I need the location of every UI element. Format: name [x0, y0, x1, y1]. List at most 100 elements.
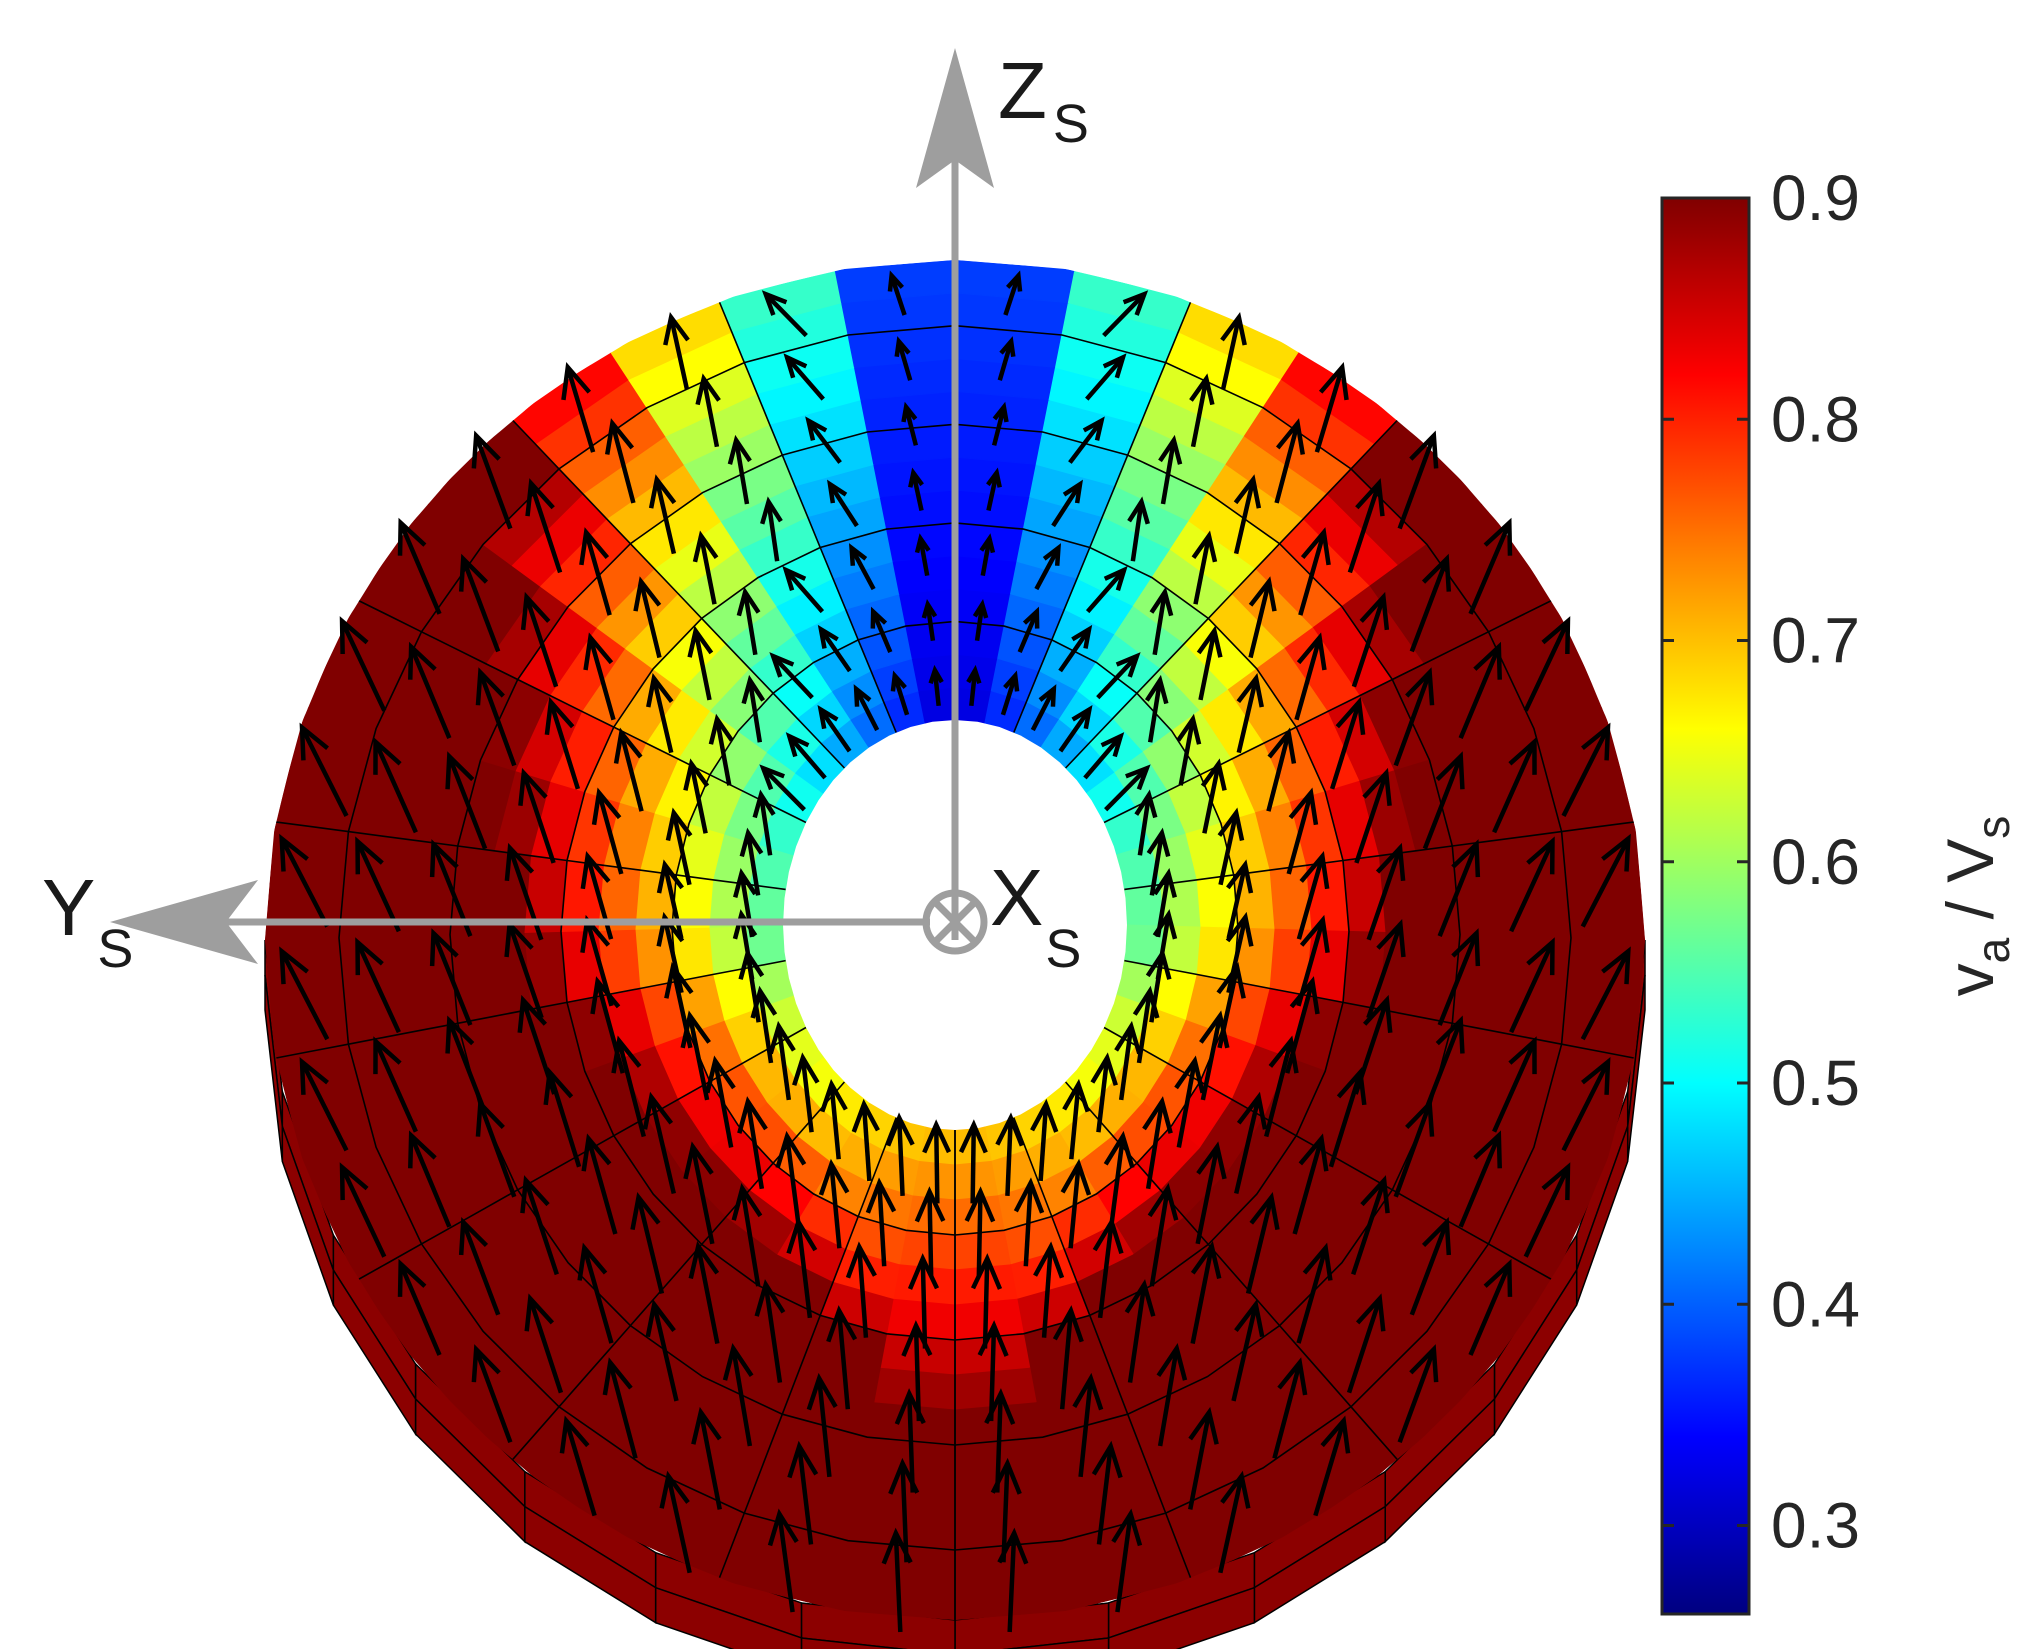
velocity-arrow — [890, 670, 910, 716]
velocity-arrow — [1149, 586, 1174, 656]
velocity-arrow — [921, 599, 938, 642]
velocity-arrow — [1298, 527, 1331, 616]
velocity-arrow — [1156, 1342, 1188, 1447]
velocity-arrow — [279, 833, 330, 928]
velocity-arrow — [1366, 842, 1406, 941]
velocity-arrow — [1346, 1293, 1386, 1394]
velocity-arrow — [524, 1293, 564, 1394]
z-axis-arrowhead — [916, 48, 994, 188]
rim-segment — [800, 1637, 908, 1649]
grid-line — [1065, 418, 1400, 769]
velocity-arrow — [817, 705, 852, 753]
rim-segment — [1002, 1637, 1110, 1649]
velocity-arrow — [731, 1182, 763, 1287]
velocity-arrow — [1190, 1241, 1222, 1344]
velocity-arrow — [908, 467, 924, 512]
velocity-arrow — [1114, 1020, 1142, 1101]
velocity-arrow — [471, 430, 513, 530]
velocity-arrow — [1509, 836, 1555, 933]
colorbar-tick-label: 0.5 — [1771, 1047, 1860, 1119]
velocity-arrow — [408, 641, 452, 739]
velocity-arrow — [429, 928, 473, 1026]
velocity-arrow — [664, 962, 694, 1049]
grid-line — [510, 418, 845, 769]
velocity-arrow — [848, 543, 876, 591]
velocity-arrow — [1272, 1357, 1308, 1459]
y-axis-arrowhead — [110, 880, 258, 964]
velocity-arrow — [1292, 1133, 1329, 1235]
velocity-arrow — [517, 994, 557, 1095]
velocity-arrow — [1245, 1191, 1280, 1295]
velocity-arrow — [1158, 434, 1183, 505]
colorbar-fill — [1662, 198, 1749, 1614]
velocity-arrow — [1351, 1175, 1390, 1276]
velocity-arrow — [445, 1015, 488, 1114]
velocity-arrow — [683, 1141, 715, 1245]
velocity-arrow — [818, 1158, 850, 1249]
velocity-arrow — [958, 1119, 988, 1204]
velocity-arrow — [1347, 478, 1385, 574]
velocity-arrow — [827, 479, 859, 528]
velocity-arrow — [579, 527, 612, 616]
velocity-arrow — [1188, 1406, 1219, 1510]
velocity-arrow — [1580, 946, 1631, 1041]
velocity-arrow — [1492, 736, 1537, 834]
velocity-arrow — [279, 946, 330, 1041]
velocity-arrow — [1090, 1052, 1118, 1133]
velocity-arrow — [914, 533, 931, 577]
velocity-arrow — [1092, 1216, 1124, 1319]
velocity-arrow — [914, 1186, 946, 1277]
velocity-arrow — [1220, 311, 1247, 390]
grid-line — [275, 821, 786, 891]
velocity-arrow — [977, 1320, 1009, 1422]
velocity-arrow — [997, 336, 1016, 381]
velocity-arrow — [397, 517, 442, 615]
velocity-arrow — [1580, 833, 1631, 928]
velocity-arrow — [646, 672, 674, 754]
velocity-arrow — [1397, 430, 1439, 530]
velocity-arrow — [1492, 1036, 1537, 1133]
velocity-arrow — [692, 530, 719, 605]
velocity-arrow — [1147, 1182, 1179, 1287]
velocity-arrow — [972, 599, 989, 642]
velocity-arrow — [727, 434, 752, 505]
velocity-arrow — [901, 401, 919, 446]
colorbar-tick-label: 0.7 — [1771, 605, 1860, 677]
grid-line — [1013, 300, 1192, 733]
velocity-arrow — [1437, 839, 1481, 937]
velocity-arrow — [928, 664, 944, 707]
velocity-arrow — [979, 533, 996, 577]
velocity-arrow — [1366, 919, 1406, 1019]
velocity-arrows — [279, 270, 1631, 1633]
velocity-arrow — [544, 696, 581, 790]
colorbar-tick-label: 0.9 — [1771, 162, 1860, 234]
velocity-arrow — [1313, 1415, 1351, 1517]
velocity-arrow — [1226, 859, 1254, 939]
velocity-arrow — [602, 1357, 638, 1459]
field-cell — [954, 1160, 999, 1201]
velocity-arrow — [1034, 543, 1062, 591]
velocity-arrow — [611, 1035, 646, 1138]
velocity-arrow — [605, 418, 636, 504]
velocity-arrow — [995, 1112, 1024, 1196]
velocity-arrow — [577, 1242, 614, 1344]
velocity-arrow — [1058, 705, 1093, 753]
velocity-arrow — [1013, 1177, 1045, 1267]
colorbar-tick-label: 0.6 — [1771, 826, 1860, 898]
velocity-arrow — [741, 674, 766, 743]
velocity-arrow — [1091, 1440, 1123, 1545]
velocity-arrow — [922, 1119, 952, 1204]
velocity-arrow — [645, 1299, 679, 1402]
colorbar-tick-label: 0.4 — [1771, 1268, 1860, 1340]
velocity-arrow — [986, 467, 1002, 512]
velocity-arrow — [739, 827, 764, 896]
velocity-arrow — [1085, 565, 1128, 614]
velocity-arrow — [775, 1130, 807, 1224]
velocity-arrow — [373, 1036, 418, 1133]
disc-plot — [264, 260, 1646, 1649]
velocity-arrow — [1437, 928, 1481, 1026]
velocity-arrow — [1000, 670, 1020, 716]
grid-line — [357, 599, 807, 824]
velocity-arrow — [1200, 758, 1227, 834]
